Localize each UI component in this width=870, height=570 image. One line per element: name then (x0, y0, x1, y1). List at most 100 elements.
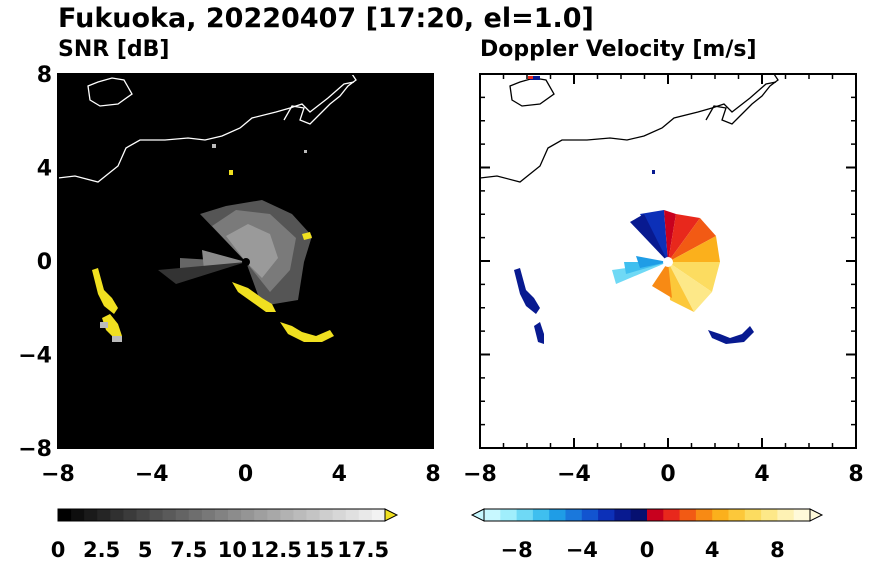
colorbar-level (728, 509, 746, 521)
doppler-coastline (480, 81, 777, 183)
snr-coastline-island (87, 77, 133, 107)
doppler-velocity-field (612, 210, 720, 312)
colorbar-tick-label: 15 (305, 538, 334, 562)
figure-title: Fukuoka, 20220407 [17:20, el=1.0] (58, 3, 594, 34)
doppler-echo-bands (514, 76, 754, 344)
colorbar-level (793, 509, 811, 521)
colorbar-level (345, 509, 360, 521)
snr-subtitle: SNR [dB] (58, 37, 169, 62)
x-tick-label: −8 (41, 462, 75, 487)
snr-axis-ticks: −8 −4 0 4 8 8 4 0 −4 −8 (18, 63, 440, 487)
colorbar-level (241, 509, 255, 521)
colorbar-tick-label: 0 (51, 538, 66, 562)
colorbar-level (484, 509, 501, 521)
x-tick-label: 0 (238, 462, 253, 487)
colorbar-level (332, 509, 347, 521)
colorbar-level (110, 509, 124, 521)
colorbar-frame (57, 508, 386, 522)
colorbar-level (549, 509, 566, 521)
colorbar-level (228, 509, 242, 521)
colorbar-level (123, 509, 137, 521)
snr-panel: −8 −4 0 4 8 8 4 0 −4 −8 (18, 63, 440, 487)
colorbar-level (679, 509, 697, 521)
doppler-colorbar: −8 −4 0 4 8 (470, 508, 824, 562)
colorbar-frame (483, 508, 811, 522)
x-tick-label: 0 (660, 462, 675, 487)
colorbar-level (319, 509, 334, 521)
x-tick-label: 8 (425, 462, 440, 487)
x-tick-label: 4 (754, 462, 769, 487)
colorbar-level (777, 509, 795, 521)
colorbar-level (371, 509, 386, 521)
colorbar-level (188, 509, 203, 521)
colorbar-level (254, 509, 268, 521)
snr-coastline (58, 81, 355, 183)
doppler-echo-red (528, 76, 533, 79)
doppler-coastline-island (509, 77, 555, 107)
colorbar-level (162, 509, 177, 521)
colorbar-level (358, 509, 373, 521)
colorbar-level (647, 509, 664, 521)
colorbar-level (306, 509, 321, 521)
colorbar-level (280, 509, 294, 521)
colorbar-level (214, 509, 229, 521)
colorbar-level (267, 509, 281, 521)
y-tick-label: 8 (37, 63, 52, 88)
x-tick-label: −4 (557, 462, 591, 487)
colorbar-level (630, 509, 648, 521)
colorbar-tick-label: 7.5 (170, 538, 207, 562)
snr-clutter (158, 200, 312, 306)
colorbar-level (695, 509, 713, 521)
colorbar-level (614, 509, 632, 521)
colorbar-level (761, 509, 778, 521)
colorbar-level (500, 509, 518, 521)
colorbar-tick-label: −4 (566, 538, 598, 562)
colorbar-level (175, 509, 190, 521)
y-tick-label: 0 (37, 250, 52, 275)
snr-colorbar: 0 2.5 5 7.5 10 12.5 15 17.5 (51, 508, 399, 562)
y-tick-label: −4 (18, 344, 52, 369)
colorbar-level (149, 509, 164, 521)
x-tick-label: 4 (332, 462, 347, 487)
colorbar-tick-label: 12.5 (250, 538, 302, 562)
colorbar-tick-label: 5 (138, 538, 153, 562)
x-tick-label: −8 (463, 462, 497, 487)
colorbar-level (581, 509, 599, 521)
colorbar-tick-label: 0 (640, 538, 655, 562)
colorbar-level (97, 509, 111, 521)
colorbar-level (598, 509, 615, 521)
colorbar-level (744, 509, 762, 521)
colorbar-extend-max (809, 508, 824, 522)
x-tick-label: 8 (848, 462, 863, 487)
y-tick-label: −8 (18, 437, 52, 462)
colorbar-tick-label: 4 (705, 538, 720, 562)
snr-weak-echo (100, 144, 307, 342)
colorbar-extend-max (384, 508, 399, 522)
x-tick-label: −4 (135, 462, 169, 487)
colorbar-level (58, 509, 72, 521)
colorbar-tick-label: 2.5 (83, 538, 120, 562)
colorbar-tick-label: 17.5 (337, 538, 389, 562)
colorbar-level (84, 509, 98, 521)
colorbar-level (516, 509, 534, 521)
colorbar-tick-label: 10 (218, 538, 247, 562)
colorbar-level (136, 509, 151, 521)
colorbar-tick-label: 8 (770, 538, 785, 562)
doppler-panel: −8 −4 0 4 8 (463, 73, 864, 487)
colorbar-level (293, 509, 308, 521)
snr-coastline-bay (283, 74, 357, 125)
colorbar-tick-label: −8 (500, 538, 532, 562)
y-tick-label: 4 (37, 157, 52, 182)
colorbar-level (565, 509, 583, 521)
colorbar-level (532, 509, 550, 521)
colorbar-level (712, 509, 729, 521)
colorbar-level (71, 509, 85, 521)
doppler-coastline-bay (705, 74, 779, 125)
colorbar-extend-min (470, 508, 485, 522)
doppler-subtitle: Doppler Velocity [m/s] (480, 37, 757, 62)
snr-strong-echo (92, 170, 334, 342)
doppler-axis-ticks: −8 −4 0 4 8 (463, 73, 864, 487)
colorbar-level (663, 509, 681, 521)
colorbar-level (201, 509, 216, 521)
